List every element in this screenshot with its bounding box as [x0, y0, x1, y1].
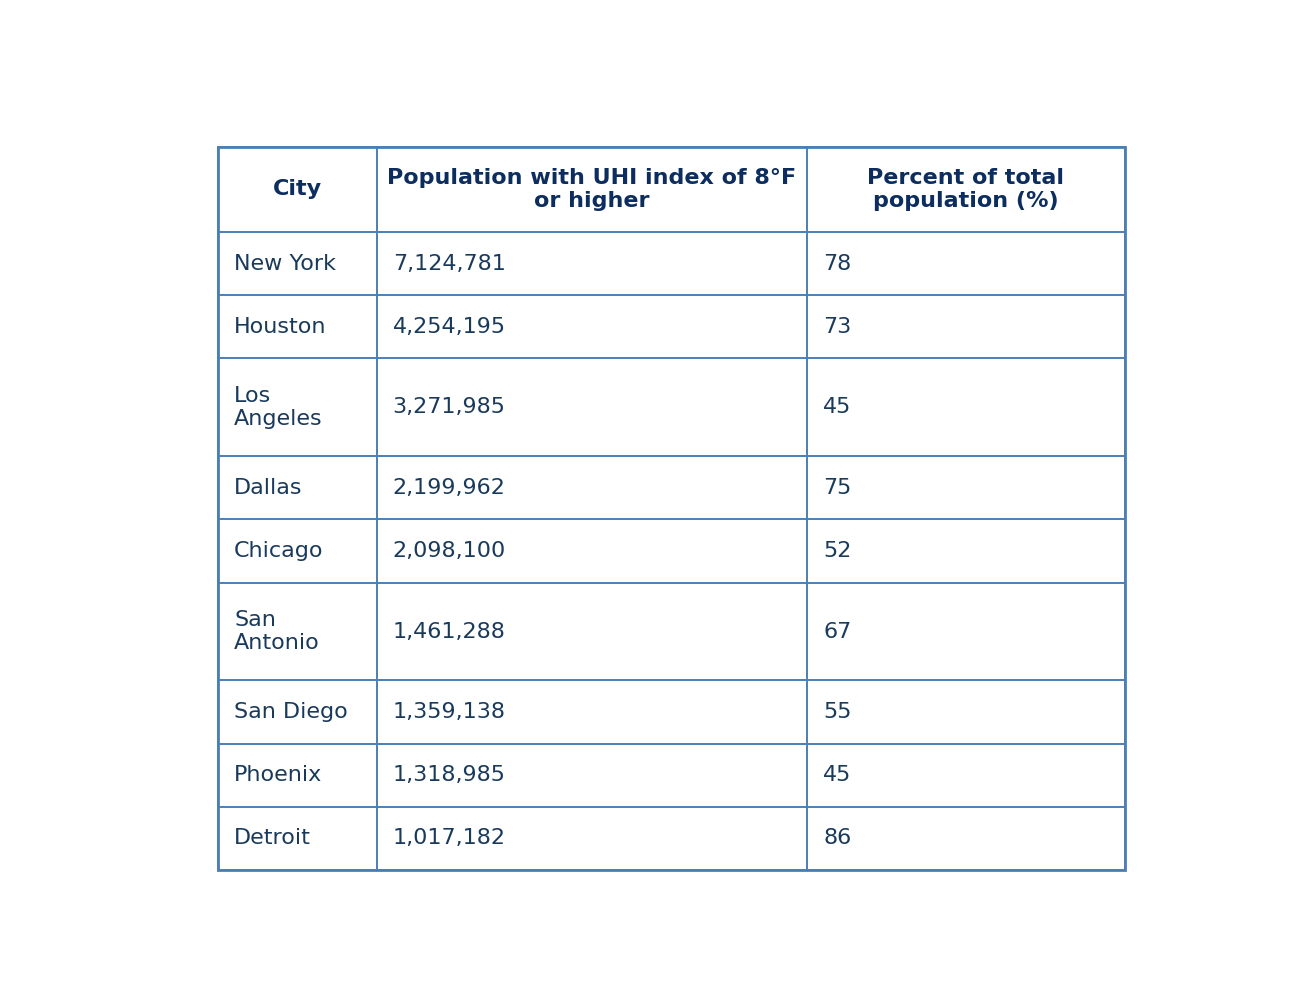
Bar	[807, 147, 1124, 232]
Bar	[377, 519, 807, 582]
Text: Houston: Houston	[234, 317, 326, 337]
Text: Chicago: Chicago	[234, 541, 324, 561]
Text: 1,359,138: 1,359,138	[393, 702, 506, 722]
Bar	[377, 743, 807, 807]
Text: New York: New York	[234, 254, 335, 274]
Text: 45: 45	[823, 765, 852, 785]
Text: 1,017,182: 1,017,182	[393, 828, 506, 848]
Bar	[807, 807, 1124, 870]
Text: 1,461,288: 1,461,288	[393, 621, 506, 641]
Text: 7,124,781: 7,124,781	[393, 254, 506, 274]
Bar	[218, 743, 377, 807]
Text: Los
Angeles: Los Angeles	[234, 386, 322, 429]
Text: Percent of total
population (%): Percent of total population (%)	[867, 168, 1065, 211]
Bar	[377, 807, 807, 870]
Bar	[807, 296, 1124, 359]
Text: Population with UHI index of 8°F
or higher: Population with UHI index of 8°F or high…	[387, 168, 797, 211]
Text: 78: 78	[823, 254, 852, 274]
Bar	[377, 359, 807, 457]
Bar	[377, 232, 807, 296]
Text: 2,199,962: 2,199,962	[393, 478, 506, 498]
Text: San
Antonio: San Antonio	[234, 610, 320, 653]
Bar	[218, 232, 377, 296]
Bar	[218, 519, 377, 582]
Bar	[377, 457, 807, 519]
Text: 55: 55	[823, 702, 852, 722]
Bar	[807, 582, 1124, 680]
Bar	[218, 147, 377, 232]
Bar	[377, 582, 807, 680]
Text: 3,271,985: 3,271,985	[393, 398, 506, 418]
Text: 1,318,985: 1,318,985	[393, 765, 506, 785]
Text: Detroit: Detroit	[234, 828, 311, 848]
Text: San Diego: San Diego	[234, 702, 348, 722]
Text: 2,098,100: 2,098,100	[393, 541, 506, 561]
Bar	[218, 457, 377, 519]
Bar	[377, 296, 807, 359]
Text: 45: 45	[823, 398, 852, 418]
Bar	[218, 680, 377, 743]
Bar	[218, 807, 377, 870]
Bar	[218, 582, 377, 680]
Text: 67: 67	[823, 621, 852, 641]
Bar	[807, 743, 1124, 807]
Bar	[807, 457, 1124, 519]
Text: 4,254,195: 4,254,195	[393, 317, 506, 337]
Bar	[807, 232, 1124, 296]
Bar	[807, 680, 1124, 743]
Bar	[218, 296, 377, 359]
Text: Phoenix: Phoenix	[234, 765, 322, 785]
Text: 73: 73	[823, 317, 852, 337]
Bar	[218, 147, 1124, 870]
Text: 52: 52	[823, 541, 852, 561]
Text: 75: 75	[823, 478, 852, 498]
Text: Dallas: Dallas	[234, 478, 303, 498]
Bar	[377, 680, 807, 743]
Bar	[807, 519, 1124, 582]
Text: 86: 86	[823, 828, 852, 848]
Text: City: City	[273, 180, 322, 200]
Bar	[807, 359, 1124, 457]
Bar	[218, 359, 377, 457]
Bar	[377, 147, 807, 232]
